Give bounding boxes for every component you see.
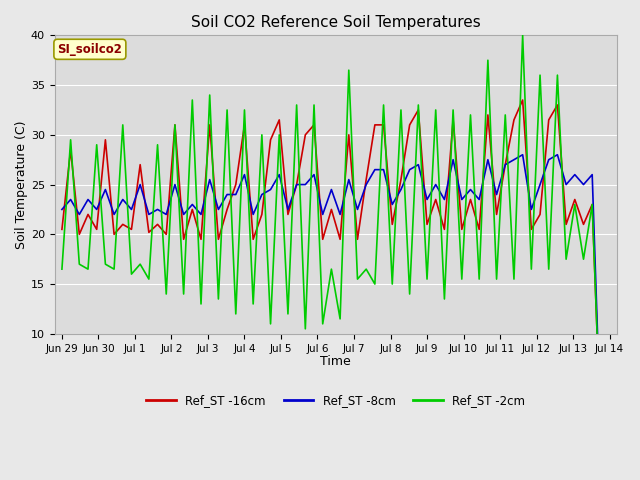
Text: SI_soilco2: SI_soilco2 xyxy=(58,43,122,56)
Legend: Ref_ST -16cm, Ref_ST -8cm, Ref_ST -2cm: Ref_ST -16cm, Ref_ST -8cm, Ref_ST -2cm xyxy=(141,389,530,411)
Y-axis label: Soil Temperature (C): Soil Temperature (C) xyxy=(15,120,28,249)
X-axis label: Time: Time xyxy=(321,355,351,368)
Title: Soil CO2 Reference Soil Temperatures: Soil CO2 Reference Soil Temperatures xyxy=(191,15,481,30)
